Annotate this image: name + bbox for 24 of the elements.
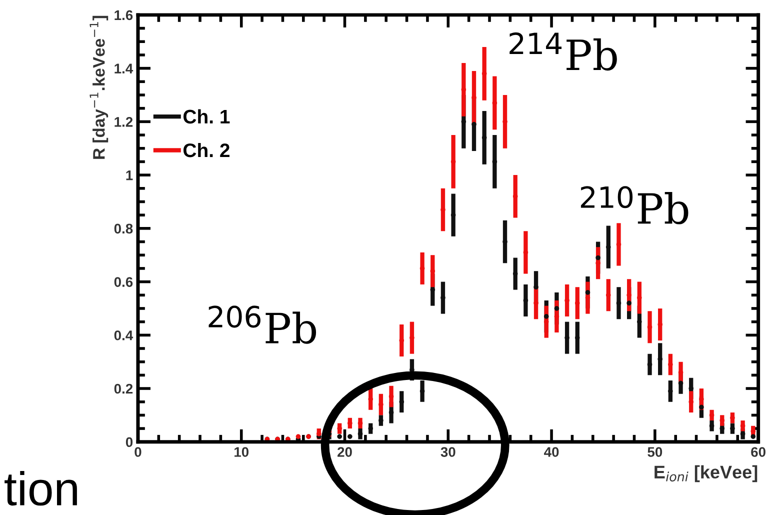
y-tick-label: 0.2 <box>114 384 133 394</box>
x-tick-label: 0 <box>134 447 142 457</box>
x-tick-label: 50 <box>648 447 662 457</box>
y-axis-title: R [day$^{−1}$.keVee$^{−1}$] <box>90 16 108 159</box>
x-tick-label: 10 <box>234 447 249 457</box>
y-tick-label: 1 <box>126 170 133 180</box>
annotation: $^{210}$Pb <box>580 186 688 224</box>
legend-label: Ch. 2 <box>184 142 230 158</box>
y-tick-label: 1.4 <box>114 64 134 74</box>
y-tick-label: 0.4 <box>114 330 134 340</box>
y-tick-label: 1.2 <box>114 117 133 127</box>
annotation: $^{214}$Pb <box>510 32 617 71</box>
text: tion <box>4 470 77 506</box>
x-tick-label: 30 <box>440 447 456 457</box>
y-tick-label: 0.6 <box>114 277 133 287</box>
x-axis-title: E$_{ioni}$ [keVee] <box>654 465 758 482</box>
x-tick-label: 20 <box>338 447 352 457</box>
y-tick-label: 1.6 <box>114 10 133 20</box>
x-tick-label: 60 <box>751 447 766 457</box>
annotation: $^{206}$Pb <box>208 306 316 344</box>
y-tick-label: 0 <box>126 437 133 448</box>
x-tick-label: 40 <box>544 447 559 457</box>
y-tick-label: 0.8 <box>114 224 133 234</box>
legend-label: Ch. 1 <box>184 109 230 124</box>
